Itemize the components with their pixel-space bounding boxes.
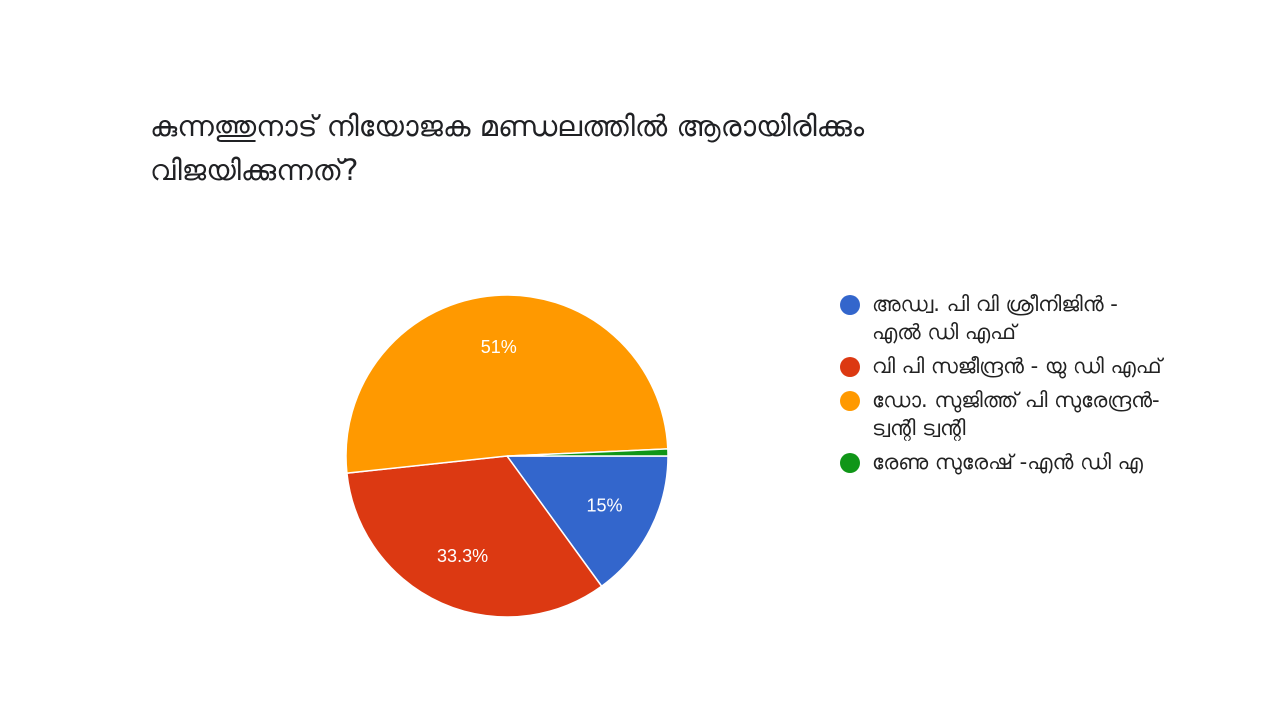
pie-slice (506, 448, 669, 457)
legend-label: ഡോ. സുജിത്ത് പി സുരേന്ദ്രൻ- ട്വന്റി ട്വന… (872, 388, 1160, 440)
legend-swatch (840, 295, 860, 315)
slice-label: 51% (481, 337, 517, 357)
legend-item: ഡോ. സുജിത്ത് പി സുരേന്ദ്രൻ- ട്വന്റി ട്വന… (840, 386, 1180, 442)
legend-item: അഡ്വ. പി വി ശ്രീനിജിൻ - എൽ ഡി എഫ് (840, 290, 1180, 346)
pie-slice (346, 455, 603, 618)
legend-label: വി പി സജീന്ദ്രൻ - യു ഡി എഫ് (872, 354, 1162, 378)
legend-swatch (840, 357, 860, 377)
legend-item: രേണു സുരേഷ് -എൻ ഡി എ (840, 448, 1180, 476)
legend-swatch (840, 453, 860, 473)
legend-item: വി പി സജീന്ദ്രൻ - യു ഡി എഫ് (840, 352, 1180, 380)
chart-title: കുന്നത്തുനാട് നിയോജക മണ്ഡലത്തിൽ ആരായിരിക… (150, 109, 865, 187)
legend-label: രേണു സുരേഷ് -എൻ ഡി എ (872, 450, 1143, 474)
legend-label: അഡ്വ. പി വി ശ്രീനിജിൻ - എൽ ഡി എഫ് (872, 292, 1118, 344)
pie-slice (505, 455, 669, 588)
slice-label: 33.3% (437, 546, 488, 566)
legend: അഡ്വ. പി വി ശ്രീനിജിൻ - എൽ ഡി എഫ് വി പി സ… (840, 290, 1180, 482)
pie-slice (345, 294, 669, 474)
slice-label: 15% (587, 496, 623, 516)
legend-swatch (840, 391, 860, 411)
